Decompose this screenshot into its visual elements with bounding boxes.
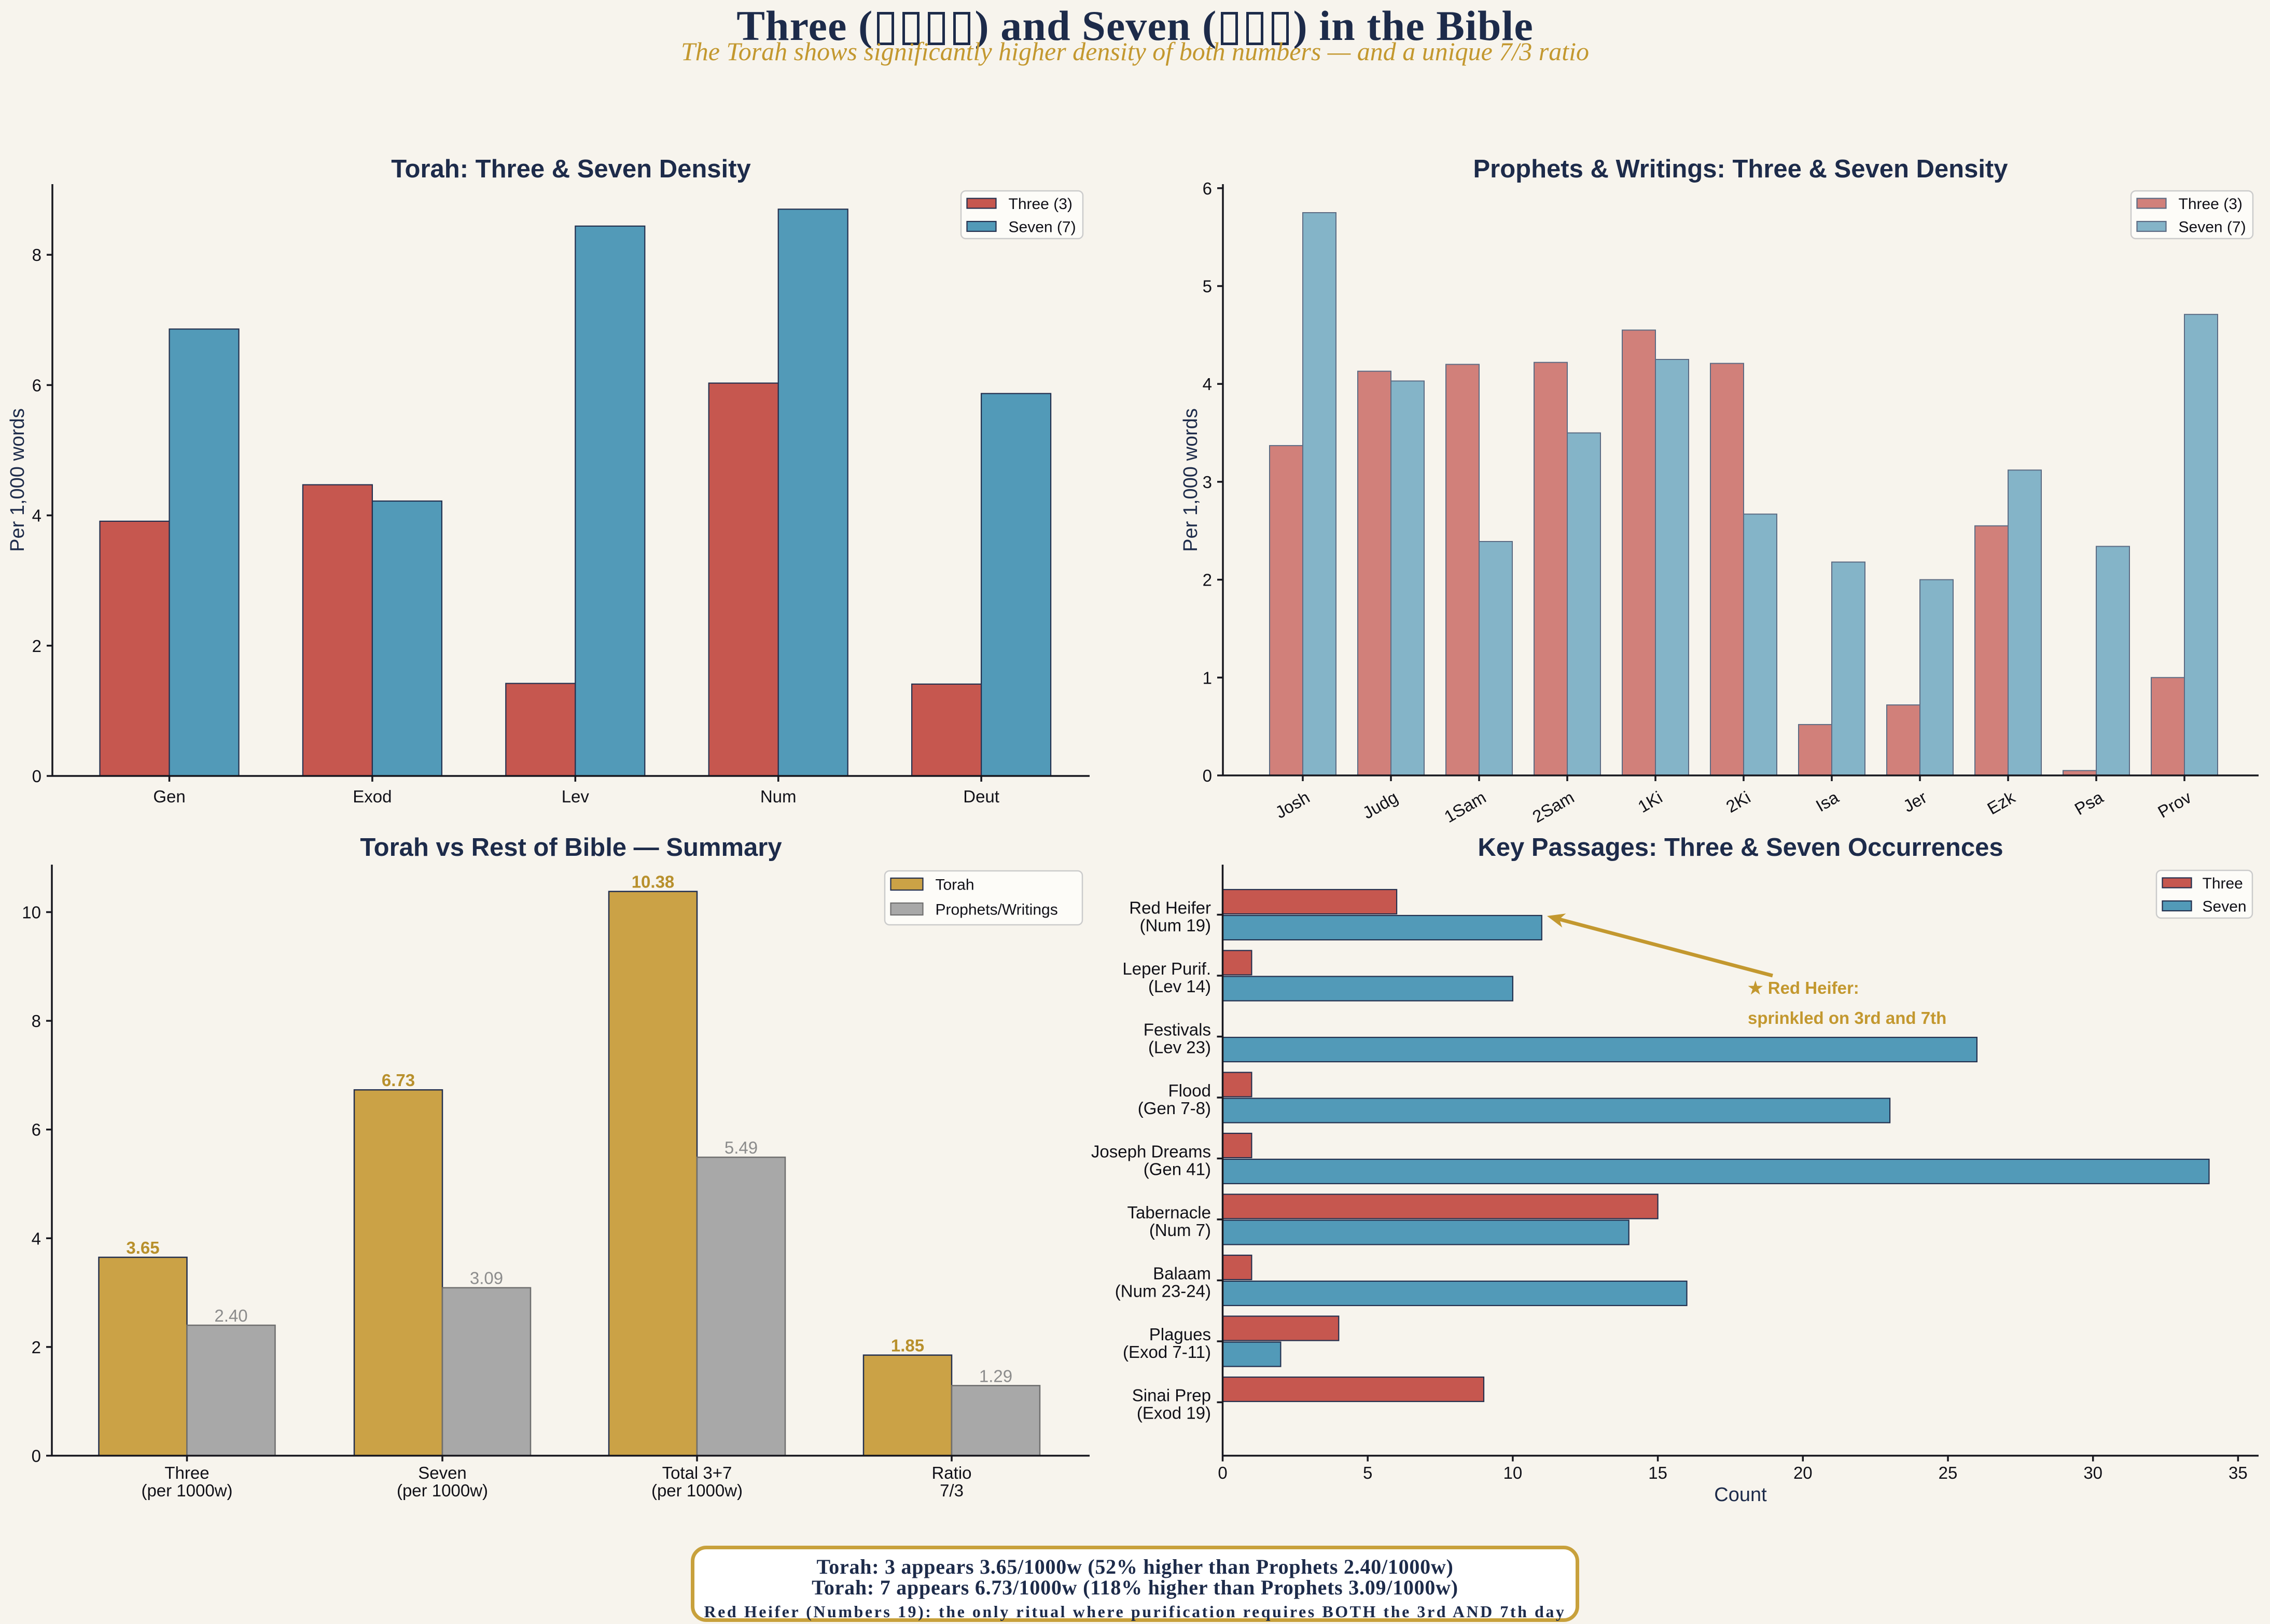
svg-text:(Gen 7-8): (Gen 7-8) <box>1138 1099 1211 1118</box>
svg-text:3.65: 3.65 <box>126 1238 159 1257</box>
svg-text:sprinkled on 3rd and 7th: sprinkled on 3rd and 7th <box>1748 1008 1946 1028</box>
svg-text:3: 3 <box>1203 473 1212 492</box>
svg-text:Per 1,000 words: Per 1,000 words <box>7 408 29 552</box>
svg-text:Festivals: Festivals <box>1144 1020 1211 1039</box>
svg-text:2: 2 <box>1203 571 1212 590</box>
svg-text:10: 10 <box>22 903 41 922</box>
svg-text:Gen: Gen <box>153 787 185 806</box>
svg-text:(Exod 7-11): (Exod 7-11) <box>1123 1342 1211 1362</box>
svg-text:2.40: 2.40 <box>214 1306 247 1325</box>
svg-text:Three (3): Three (3) <box>2179 196 2243 213</box>
svg-text:2: 2 <box>32 636 41 656</box>
svg-text:Num: Num <box>760 787 797 806</box>
svg-text:Three: Three <box>164 1463 209 1482</box>
svg-text:20: 20 <box>1793 1463 1813 1482</box>
svg-text:Three: Three <box>2203 875 2243 892</box>
svg-text:Balaam: Balaam <box>1153 1264 1211 1283</box>
svg-text:Isa: Isa <box>1813 787 1842 815</box>
svg-text:1Sam: 1Sam <box>1441 787 1489 826</box>
svg-text:Exod: Exod <box>353 787 392 806</box>
svg-text:2Sam: 2Sam <box>1529 787 1577 826</box>
svg-text:8: 8 <box>32 245 41 265</box>
svg-text:Leper Purif.: Leper Purif. <box>1122 959 1211 978</box>
svg-text:Josh: Josh <box>1272 787 1313 822</box>
svg-text:6: 6 <box>1203 179 1212 198</box>
svg-text:0: 0 <box>32 1447 41 1466</box>
svg-text:0: 0 <box>32 767 41 786</box>
svg-text:8: 8 <box>32 1011 41 1031</box>
svg-text:(Num 7): (Num 7) <box>1149 1220 1211 1240</box>
svg-text:Plagues: Plagues <box>1149 1325 1211 1344</box>
svg-text:5: 5 <box>1363 1463 1372 1482</box>
svg-text:Red Heifer: Red Heifer <box>1129 898 1211 918</box>
svg-text:Prophets/Writings: Prophets/Writings <box>936 901 1058 919</box>
svg-text:25: 25 <box>1939 1463 1958 1482</box>
svg-text:Per 1,000 words: Per 1,000 words <box>1180 408 1202 552</box>
svg-text:(Num 19): (Num 19) <box>1139 916 1211 935</box>
svg-text:5.49: 5.49 <box>725 1138 758 1157</box>
svg-text:35: 35 <box>2229 1463 2248 1482</box>
svg-text:1: 1 <box>1203 668 1212 687</box>
svg-text:Sinai Prep: Sinai Prep <box>1132 1386 1211 1405</box>
svg-text:Prov: Prov <box>2154 787 2195 822</box>
svg-text:Torah vs Rest of Bible — Summa: Torah vs Rest of Bible — Summary <box>360 834 782 862</box>
svg-text:Judg: Judg <box>1359 787 1401 823</box>
svg-text:1.85: 1.85 <box>891 1336 924 1355</box>
svg-text:Jer: Jer <box>1900 787 1930 816</box>
svg-text:2: 2 <box>32 1338 41 1357</box>
svg-text:Tabernacle: Tabernacle <box>1127 1203 1211 1222</box>
svg-text:(Exod 19): (Exod 19) <box>1137 1404 1211 1423</box>
svg-text:(Lev 23): (Lev 23) <box>1148 1038 1211 1057</box>
svg-text:Count: Count <box>1714 1484 1767 1506</box>
svg-text:Prophets & Writings: Three & S: Prophets & Writings: Three & Seven Densi… <box>1473 155 2008 183</box>
svg-text:Torah: Torah <box>936 877 974 894</box>
svg-text:(per 1000w): (per 1000w) <box>141 1481 232 1500</box>
svg-text:4: 4 <box>32 1229 41 1248</box>
svg-text:Key Passages: Three & Seven Oc: Key Passages: Three & Seven Occurrences <box>1478 834 2003 862</box>
svg-text:(per 1000w): (per 1000w) <box>651 1481 743 1500</box>
svg-text:(Lev 14): (Lev 14) <box>1148 977 1211 996</box>
svg-text:★ Red Heifer:: ★ Red Heifer: <box>1748 978 1859 997</box>
svg-text:0: 0 <box>1203 766 1212 785</box>
svg-text:Seven (7): Seven (7) <box>2179 219 2246 236</box>
svg-text:Ezk: Ezk <box>1984 787 2018 818</box>
svg-text:Seven (7): Seven (7) <box>1009 219 1076 236</box>
svg-text:Torah: Three & Seven Density: Torah: Three & Seven Density <box>391 155 750 183</box>
svg-text:(Num 23-24): (Num 23-24) <box>1115 1282 1211 1301</box>
svg-text:0: 0 <box>1218 1463 1227 1482</box>
svg-text:3.09: 3.09 <box>470 1269 503 1288</box>
svg-text:30: 30 <box>2083 1463 2102 1482</box>
svg-text:Flood: Flood <box>1168 1081 1211 1100</box>
svg-text:6: 6 <box>32 1120 41 1140</box>
svg-text:10: 10 <box>1503 1463 1523 1482</box>
svg-text:10.38: 10.38 <box>632 872 675 892</box>
svg-text:5: 5 <box>1203 277 1212 296</box>
svg-text:1.29: 1.29 <box>979 1366 1012 1385</box>
svg-text:15: 15 <box>1648 1463 1667 1482</box>
svg-text:2Ki: 2Ki <box>1723 787 1754 816</box>
svg-text:4: 4 <box>1203 374 1212 394</box>
svg-text:Total 3+7: Total 3+7 <box>662 1463 732 1482</box>
svg-text:Psa: Psa <box>2071 787 2107 819</box>
svg-text:(Gen 41): (Gen 41) <box>1144 1160 1211 1179</box>
svg-text:7/3: 7/3 <box>940 1481 964 1500</box>
svg-text:(per 1000w): (per 1000w) <box>397 1481 488 1500</box>
svg-text:4: 4 <box>32 506 41 525</box>
svg-text:Joseph Dreams: Joseph Dreams <box>1091 1142 1211 1161</box>
svg-text:Seven: Seven <box>418 1463 467 1482</box>
svg-text:1Ki: 1Ki <box>1635 787 1666 816</box>
svg-text:Seven: Seven <box>2203 898 2247 915</box>
svg-text:Lev: Lev <box>562 787 590 806</box>
svg-text:Three (3): Three (3) <box>1009 196 1073 213</box>
svg-text:6.73: 6.73 <box>382 1071 415 1090</box>
svg-text:Ratio: Ratio <box>931 1463 971 1482</box>
svg-text:6: 6 <box>32 376 41 395</box>
svg-text:Deut: Deut <box>963 787 999 806</box>
